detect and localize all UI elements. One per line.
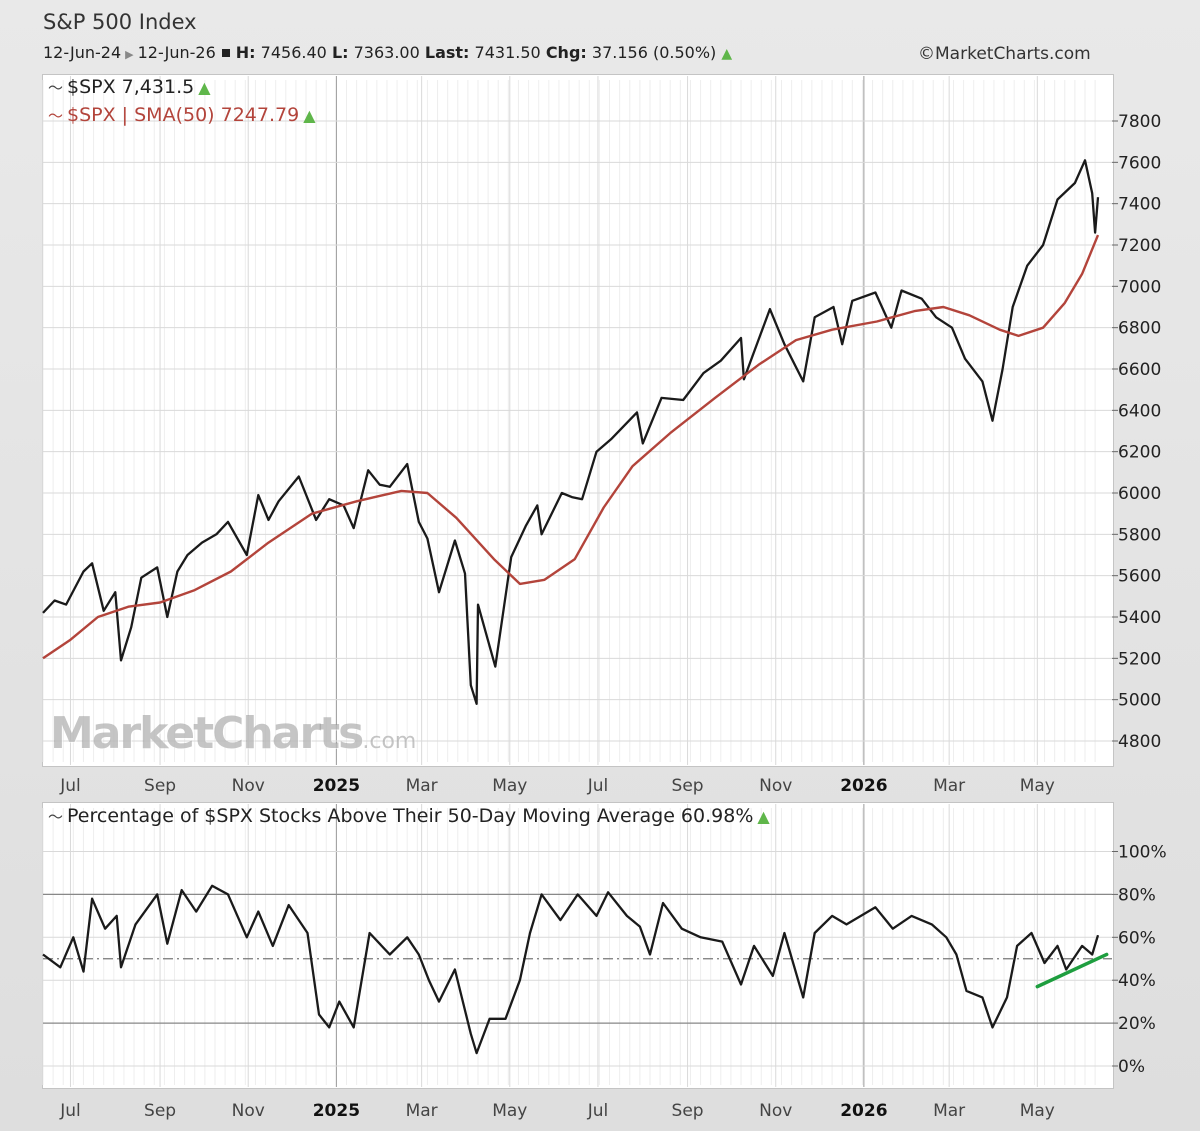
- x-tick-label: Sep: [144, 776, 176, 796]
- y-tick-label: 20%: [1118, 1014, 1156, 1034]
- x-tick-label: 2026: [840, 776, 887, 796]
- low-label: L:: [331, 43, 349, 62]
- up-triangle-icon: ▲: [721, 46, 733, 62]
- y-tick-label: 80%: [1118, 885, 1156, 905]
- sma50-line: [42, 234, 1100, 660]
- y-tick-label: 60%: [1118, 928, 1156, 948]
- x-tick-label: Sep: [672, 1101, 704, 1121]
- y-tick-label: 7600: [1118, 153, 1161, 173]
- low-value: 7363.00: [353, 43, 420, 62]
- x-tick-label: Nov: [759, 1101, 792, 1121]
- y-tick-label: 6800: [1118, 319, 1161, 339]
- line-chart-icon: 〜: [48, 808, 64, 826]
- y-tick-label: 6400: [1118, 401, 1161, 421]
- high-value: 7456.40: [260, 43, 327, 62]
- x-tick-label: May: [492, 776, 527, 796]
- x-tick-label: Sep: [672, 776, 704, 796]
- legend-spx-label: $SPX 7,431.5: [67, 76, 195, 98]
- x-tick-label: Mar: [933, 1101, 965, 1121]
- last-value: 7431.50: [474, 43, 541, 62]
- legend-sma: 〜 $SPX | SMA(50) 7247.79 ▲: [48, 104, 316, 126]
- y-tick-label: 5400: [1118, 608, 1161, 628]
- last-label: Last:: [424, 43, 470, 62]
- up-triangle-icon: ▲: [303, 106, 316, 125]
- x-tick-label: Nov: [759, 776, 792, 796]
- separator-square-icon: [221, 49, 230, 57]
- x-tick-label: May: [492, 1101, 527, 1121]
- y-tick-label: 6200: [1118, 443, 1161, 463]
- y-tick-label: 5600: [1118, 567, 1161, 587]
- quote-summary: 12-Jun-24 ▶ 12-Jun-26 H: 7456.40 L: 7363.00…: [43, 43, 732, 62]
- x-tick-label: May: [1020, 776, 1055, 796]
- x-tick-label: Mar: [406, 776, 438, 796]
- up-triangle-icon: ▲: [198, 78, 211, 97]
- y-tick-label: 5000: [1118, 691, 1161, 711]
- x-tick-label: 2025: [313, 776, 360, 796]
- y-tick-label: 6600: [1118, 360, 1161, 380]
- breadth-line: [42, 884, 1100, 1055]
- y-tick-label: 5200: [1118, 649, 1161, 669]
- breadth-panel: [42, 802, 1114, 1089]
- date-to: 12-Jun-26: [137, 43, 216, 62]
- green-trendline: [1035, 952, 1109, 989]
- x-tick-label: 2026: [840, 1101, 887, 1121]
- x-tick-label: Jul: [587, 1101, 609, 1121]
- x-tick-label: May: [1020, 1101, 1055, 1121]
- legend-breadth-label: Percentage of $SPX Stocks Above Their 50…: [67, 805, 754, 827]
- y-tick-label: 4800: [1118, 732, 1161, 752]
- x-tick-label: Mar: [933, 776, 965, 796]
- chg-label: Chg:: [545, 43, 587, 62]
- y-tick-label: 5800: [1118, 525, 1161, 545]
- x-tick-label: Jul: [587, 776, 609, 796]
- y-tick-label: 40%: [1118, 971, 1156, 991]
- watermark-logo: MarketCharts.com: [50, 708, 417, 759]
- legend-sma-label: $SPX | SMA(50) 7247.79: [67, 104, 300, 126]
- spx-price-line: [42, 159, 1100, 705]
- x-tick-label: Nov: [232, 776, 265, 796]
- y-tick-label: 100%: [1118, 843, 1167, 863]
- chg-value: 37.156 (0.50%): [591, 43, 717, 62]
- copyright-label: ©MarketCharts.com: [918, 44, 1091, 64]
- x-tick-label: 2025: [313, 1101, 360, 1121]
- x-tick-label: Mar: [406, 1101, 438, 1121]
- line-chart-icon: 〜: [48, 107, 64, 125]
- chart-title: S&P 500 Index: [43, 10, 197, 34]
- x-tick-label: Sep: [144, 1101, 176, 1121]
- y-tick-label: 6000: [1118, 484, 1161, 504]
- y-tick-label: 7800: [1118, 112, 1161, 132]
- date-from: 12-Jun-24: [43, 43, 122, 62]
- legend-spx: 〜 $SPX 7,431.5 ▲: [48, 76, 211, 98]
- up-triangle-icon: ▲: [757, 807, 770, 826]
- y-tick-label: 7000: [1118, 277, 1161, 297]
- date-range-arrow-icon: ▶: [125, 48, 134, 61]
- x-tick-label: Nov: [232, 1101, 265, 1121]
- price-panel: [42, 74, 1114, 767]
- y-tick-label: 0%: [1118, 1057, 1145, 1077]
- x-tick-label: Jul: [59, 776, 81, 796]
- high-label: H:: [235, 43, 256, 62]
- legend-breadth: 〜 Percentage of $SPX Stocks Above Their 5…: [48, 805, 770, 827]
- y-tick-label: 7400: [1118, 195, 1161, 215]
- line-chart-icon: 〜: [48, 79, 64, 97]
- y-tick-label: 7200: [1118, 236, 1161, 256]
- x-tick-label: Jul: [59, 1101, 81, 1121]
